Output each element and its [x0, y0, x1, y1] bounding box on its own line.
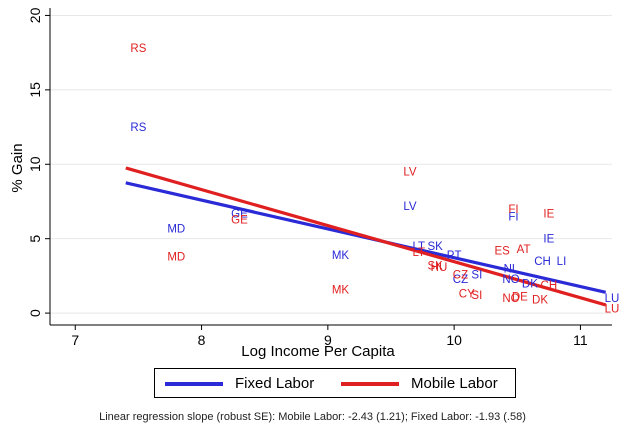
point-mobile-labor-lv: LV [403, 167, 417, 179]
point-mobile-labor-mk: MK [332, 284, 350, 296]
point-fixed-labor-md: MD [167, 223, 185, 235]
point-mobile-labor-dk: DK [532, 295, 548, 307]
point-mobile-labor-rs: RS [130, 43, 146, 55]
legend-label-mobile: Mobile Labor [411, 375, 498, 392]
point-mobile-labor-ge: GE [231, 214, 248, 226]
y-tick-label-5: 5 [27, 235, 43, 243]
legend-swatch-mobile [341, 382, 399, 386]
point-fixed-labor-dk: DK [522, 278, 538, 290]
x-tick-label-9: 9 [324, 332, 332, 348]
regression-note: Linear regression slope (robust SE): Mob… [99, 411, 526, 423]
point-fixed-labor-sk: SK [428, 241, 444, 253]
point-mobile-labor-cz: CZ [453, 269, 468, 281]
y-axis-title: % Gain [9, 143, 26, 192]
fit-lines [125, 166, 607, 307]
x-tick-label-10: 10 [446, 332, 462, 348]
x-tick-label-11: 11 [573, 332, 588, 348]
point-fixed-labor-no: NO [502, 274, 519, 286]
axes: 0 5 10 15 20 7 8 9 10 11 [27, 7, 612, 348]
point-mobile-labor-fi: FI [508, 204, 518, 216]
point-fixed-labor-fi: FI [508, 211, 518, 223]
point-mobile-labor-ie: IE [543, 208, 554, 220]
point-mobile-labor-no: NO [502, 293, 519, 305]
fit-line-mobile-labor [125, 166, 607, 307]
point-fixed-labor-mk: MK [332, 250, 350, 262]
x-axis-title: Log Income Per Capita [241, 343, 395, 360]
point-mobile-labor-hu: HU [431, 262, 448, 274]
point-fixed-labor-lt: LT [412, 241, 425, 253]
point-mobile-labor-lt: LT [412, 247, 425, 259]
y-tick-label-15: 15 [27, 82, 43, 98]
y-tick-label-10: 10 [27, 156, 43, 172]
point-fixed-labor-si: SI [471, 269, 482, 281]
point-fixed-labor-ch: CH [534, 256, 551, 268]
legend-label-fixed: Fixed Labor [235, 375, 315, 392]
point-fixed-labor-ie: IE [543, 234, 554, 246]
y-tick-label-0: 0 [27, 309, 43, 317]
point-fixed-labor-lv: LV [403, 201, 417, 213]
point-mobile-labor-md: MD [167, 252, 185, 264]
point-fixed-labor-li: LI [557, 256, 567, 268]
point-fixed-labor-lu: LU [605, 293, 620, 305]
point-mobile-labor-si: SI [471, 290, 482, 302]
point-mobile-labor-ch: CH [541, 280, 558, 292]
point-mobile-labor-at: AT [517, 244, 531, 256]
gridlines [50, 14, 612, 314]
y-tick-label-20: 20 [27, 7, 43, 23]
legend-swatch-fixed [165, 382, 223, 386]
x-tick-label-8: 8 [198, 332, 206, 348]
x-tick-label-7: 7 [71, 332, 79, 348]
point-mobile-labor-lu: LU [605, 304, 620, 316]
point-fixed-labor-cz: CZ [453, 274, 468, 286]
point-fixed-labor-pt: PT [447, 250, 462, 262]
point-mobile-labor-de: DE [512, 292, 528, 304]
point-mobile-labor-cy: CY [459, 289, 475, 301]
point-fixed-labor-ge: GE [231, 208, 248, 220]
legend: Fixed Labor Mobile Labor [154, 368, 516, 398]
point-fixed-labor-nl: NL [504, 263, 519, 275]
point-mobile-labor-sk: SK [428, 260, 444, 272]
point-mobile-labor-es: ES [494, 246, 510, 258]
point-fixed-labor-rs: RS [130, 122, 146, 134]
